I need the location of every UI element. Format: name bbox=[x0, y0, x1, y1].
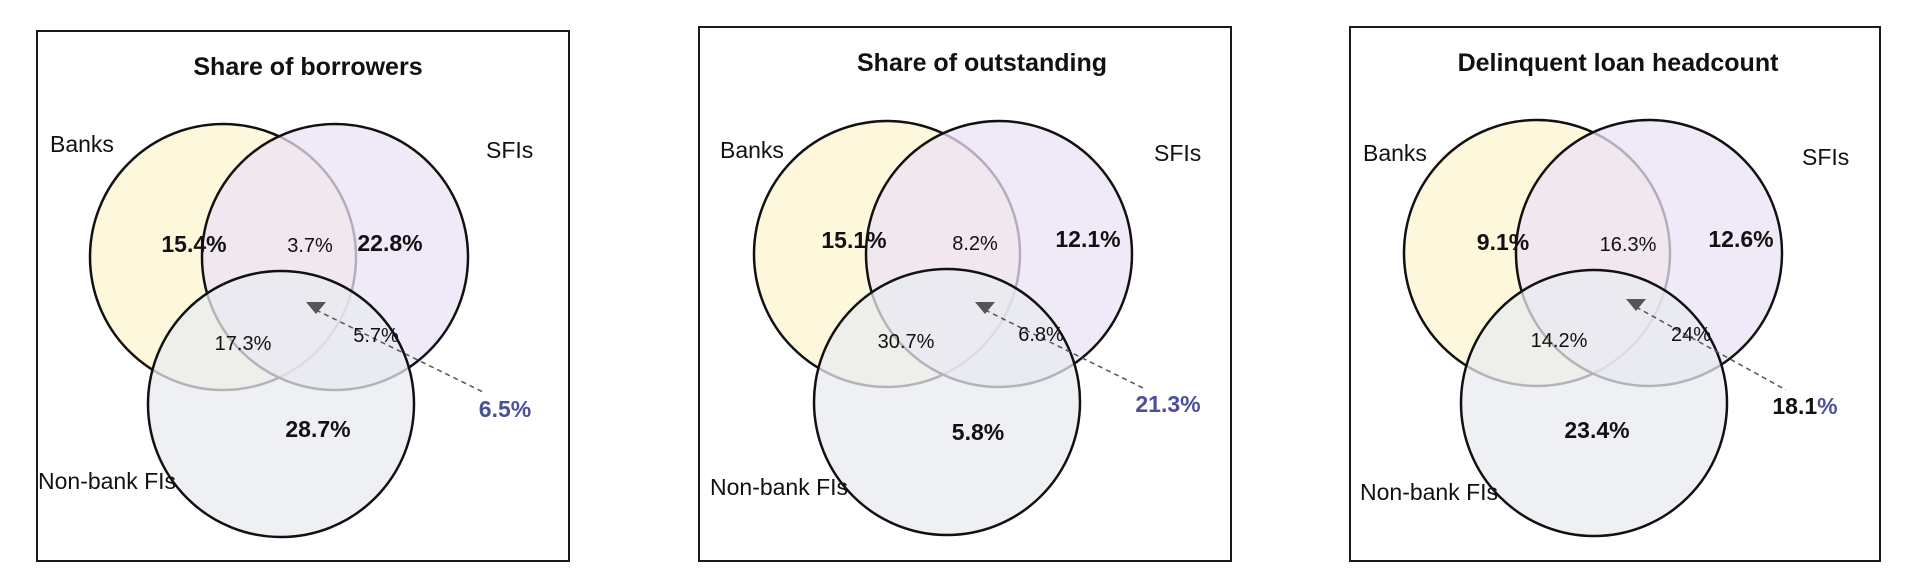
set-label-banks: Banks bbox=[50, 131, 114, 157]
value-banks-only: 9.1% bbox=[1477, 229, 1529, 255]
value-all-three-percent: % bbox=[1180, 391, 1200, 417]
venn-panel-2: Share of outstanding Banks SFIs Non-bank… bbox=[698, 26, 1232, 562]
venn-diagram-3: Delinquent loan headcount Banks SFIs Non… bbox=[1360, 49, 1849, 538]
value-all-three-percent: % bbox=[511, 396, 531, 422]
set-label-nonbank: Non-bank FIs bbox=[1360, 479, 1498, 505]
value-nonbank-only: 28.7% bbox=[285, 416, 350, 442]
venn-panel-1: Share of borrowers Banks SFIs Non-bank F… bbox=[36, 30, 570, 562]
panel-title: Delinquent loan headcount bbox=[1458, 49, 1780, 77]
value-banks-sfis: 16.3% bbox=[1600, 234, 1657, 256]
panel-title: Share of outstanding bbox=[857, 49, 1107, 77]
panel-title: Share of borrowers bbox=[193, 53, 422, 81]
set-label-sfis: SFIs bbox=[1802, 144, 1849, 170]
pointer-line bbox=[1635, 306, 1787, 391]
value-banks-only: 15.4% bbox=[161, 231, 226, 257]
value-banks-nonbank: 17.3% bbox=[215, 333, 272, 355]
nonbank-circle bbox=[1459, 268, 1729, 538]
value-banks-sfis: 3.7% bbox=[287, 235, 333, 257]
nonbank-circle bbox=[146, 269, 416, 539]
set-label-nonbank: Non-bank FIs bbox=[710, 474, 848, 500]
value-sfis-nonbank: 24% bbox=[1671, 324, 1711, 346]
pointer-line bbox=[984, 309, 1144, 389]
nonbank-circle bbox=[812, 267, 1082, 537]
value-banks-nonbank: 14.2% bbox=[1531, 330, 1588, 352]
value-banks-only: 15.1% bbox=[821, 227, 886, 253]
value-sfis-only: 22.8% bbox=[357, 230, 422, 256]
venn-diagram-1: Share of borrowers Banks SFIs Non-bank F… bbox=[38, 53, 533, 539]
value-sfis-nonbank: 5.7% bbox=[353, 325, 399, 347]
pointer-line bbox=[315, 309, 484, 393]
pointer-arrow bbox=[1626, 299, 1646, 311]
value-all-three: 18.1% bbox=[1772, 393, 1837, 419]
value-sfis-only: 12.1% bbox=[1055, 226, 1120, 252]
value-all-three-number: 21.3 bbox=[1135, 391, 1180, 417]
value-banks-sfis: 8.2% bbox=[952, 233, 998, 255]
set-label-banks: Banks bbox=[1363, 140, 1427, 166]
pointer-arrow bbox=[306, 302, 326, 314]
venn-diagram-2: Share of outstanding Banks SFIs Non-bank… bbox=[710, 49, 1201, 537]
venn-panel-3: Delinquent loan headcount Banks SFIs Non… bbox=[1349, 26, 1881, 562]
value-banks-nonbank: 30.7% bbox=[878, 331, 935, 353]
value-all-three-percent: % bbox=[1817, 393, 1837, 419]
value-all-three: 6.5% bbox=[479, 396, 531, 422]
value-all-three-number: 6.5 bbox=[479, 396, 511, 422]
value-all-three-number: 18.1 bbox=[1772, 393, 1817, 419]
set-label-banks: Banks bbox=[720, 137, 784, 163]
value-nonbank-only: 23.4% bbox=[1564, 417, 1629, 443]
value-sfis-nonbank: 6.8% bbox=[1018, 324, 1064, 346]
value-all-three: 21.3% bbox=[1135, 391, 1200, 417]
set-label-sfis: SFIs bbox=[486, 137, 533, 163]
set-label-nonbank: Non-bank FIs bbox=[38, 468, 176, 494]
set-label-sfis: SFIs bbox=[1154, 140, 1201, 166]
pointer-arrow bbox=[975, 302, 995, 314]
value-nonbank-only: 5.8% bbox=[952, 419, 1004, 445]
value-sfis-only: 12.6% bbox=[1708, 226, 1773, 252]
